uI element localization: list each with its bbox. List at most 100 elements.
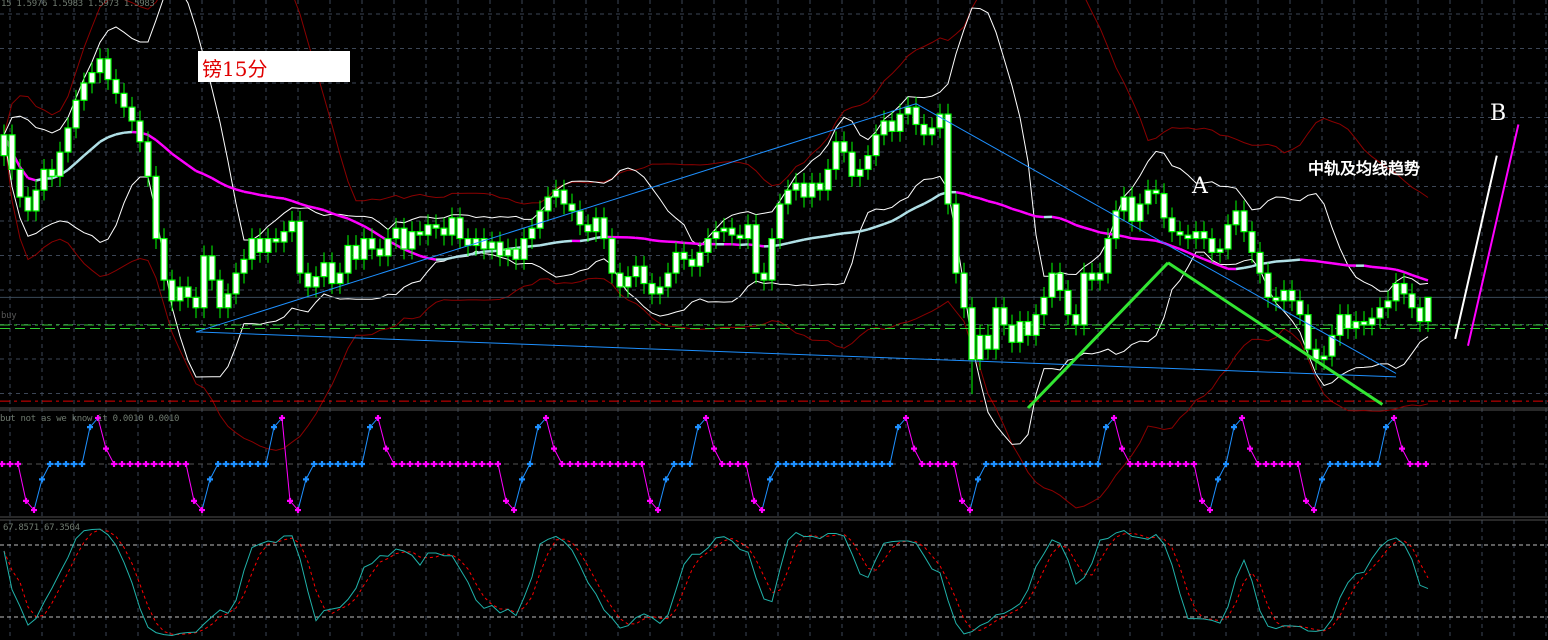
candle-body xyxy=(592,217,600,233)
candle-body xyxy=(296,220,304,274)
oscillator-segment xyxy=(25,500,35,511)
label-b[interactable]: B xyxy=(1490,101,1507,126)
oscillator-point xyxy=(311,461,317,467)
oscillator-point xyxy=(831,461,837,467)
moving-average-segment xyxy=(339,214,349,220)
oscillator-point xyxy=(0,461,5,467)
oscillator-point xyxy=(63,461,69,467)
title-label-box[interactable]: 镑15分 xyxy=(198,51,350,82)
moving-average-segment xyxy=(931,193,941,201)
moving-average-segment xyxy=(963,192,973,198)
candle-body xyxy=(600,217,608,240)
trendline-trend-mid xyxy=(1454,155,1498,340)
candle-body xyxy=(1304,314,1312,350)
oscillator-point xyxy=(343,461,349,467)
candle-body xyxy=(624,276,632,288)
moving-average-segment xyxy=(691,242,701,246)
oscillator-point xyxy=(1311,507,1317,514)
oscillator-point xyxy=(807,461,813,467)
oscillator-segment xyxy=(697,417,707,428)
oscillator-point xyxy=(943,461,949,467)
moving-average-segment xyxy=(867,225,877,231)
moving-average-segment xyxy=(979,197,989,203)
oscillator-point xyxy=(783,461,789,467)
oscillator-point xyxy=(1031,461,1037,467)
oscillator-segment xyxy=(1209,479,1219,511)
oscillator-point xyxy=(583,461,589,467)
candle-body xyxy=(104,58,112,81)
candles xyxy=(0,48,1432,395)
candle-body xyxy=(312,276,320,288)
candle-body xyxy=(616,272,624,288)
candle-body xyxy=(632,265,640,278)
moving-average-segment xyxy=(1323,260,1333,265)
candle-body xyxy=(1240,210,1248,233)
oscillator-point xyxy=(263,461,269,467)
candle-body xyxy=(1232,210,1240,226)
moving-average-segment xyxy=(563,239,573,243)
moving-average-segment xyxy=(1075,223,1085,229)
candle-body xyxy=(1392,282,1400,302)
candle-body xyxy=(216,279,224,309)
candle-body xyxy=(1000,307,1008,326)
oscillator-point xyxy=(287,497,293,504)
candle-body xyxy=(1368,317,1376,326)
oscillator-segment xyxy=(1105,417,1115,428)
oscillator-point xyxy=(1287,461,1293,467)
oscillator-point xyxy=(495,461,501,467)
moving-average-segment xyxy=(811,235,821,240)
moving-average-segment xyxy=(1339,263,1349,267)
candle-body xyxy=(1104,237,1112,274)
candle-body xyxy=(1048,272,1056,298)
candle-body xyxy=(1248,231,1256,254)
oscillator-segment xyxy=(265,427,275,465)
oscillator-point xyxy=(895,424,901,431)
oscillator-point xyxy=(23,497,29,504)
candle-body xyxy=(192,296,200,309)
oscillator-point xyxy=(543,414,549,421)
oscillator-segment xyxy=(897,417,907,428)
moving-average-segment xyxy=(331,212,341,218)
candle-body xyxy=(1296,300,1304,316)
moving-average-segment xyxy=(419,254,429,260)
oscillator-segment xyxy=(529,427,539,465)
trendline-channel-down xyxy=(915,103,1397,374)
candle-body xyxy=(1200,231,1208,240)
moving-average-segment xyxy=(27,176,37,182)
oscillator-segment xyxy=(537,417,547,428)
candle-body xyxy=(608,237,616,274)
candle-body xyxy=(1424,296,1432,323)
moving-average-segment xyxy=(363,225,373,232)
candle-body xyxy=(880,120,888,136)
oscillator-point xyxy=(1095,461,1101,467)
moving-average-segment xyxy=(531,244,541,248)
moving-average-segment xyxy=(1003,204,1013,210)
oscillator-point xyxy=(175,461,181,467)
oscillator-point xyxy=(1055,461,1061,467)
trend-note-label[interactable]: 中轨及均线趋势 xyxy=(1308,159,1421,178)
candle-body xyxy=(96,58,104,74)
oscillator-point xyxy=(15,461,21,467)
oscillator-segment xyxy=(953,463,963,501)
candle-body xyxy=(744,224,752,240)
oscillator-point xyxy=(1103,424,1109,431)
oscillator-point xyxy=(799,461,805,467)
candle-body xyxy=(232,272,240,295)
candle-body xyxy=(1136,203,1144,222)
oscillator-point xyxy=(151,461,157,467)
oscillator-point xyxy=(623,461,629,467)
oscillator-segment xyxy=(1377,427,1387,465)
oscillator-segment xyxy=(745,463,755,501)
oscillator-segment xyxy=(89,417,99,428)
label-a[interactable]: A xyxy=(1192,174,1208,199)
candle-body xyxy=(264,237,272,254)
oscillator-point xyxy=(1271,461,1277,467)
candle-body xyxy=(1384,300,1392,309)
oscillator-point xyxy=(327,461,333,467)
oscillator-point xyxy=(31,507,37,514)
oscillator-point xyxy=(1159,461,1165,467)
candle-body xyxy=(904,106,912,115)
oscillator-point xyxy=(503,497,509,504)
